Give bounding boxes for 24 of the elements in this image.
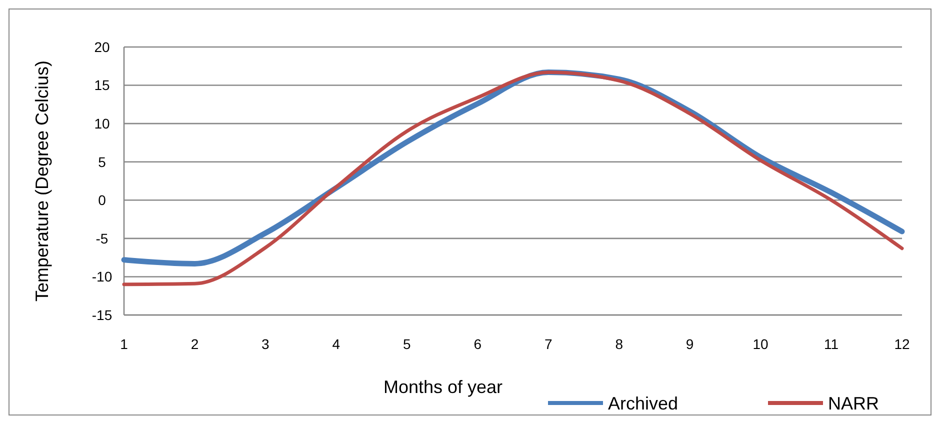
y-tick-label: 5 (98, 154, 106, 170)
y-tick-label: 20 (94, 38, 110, 55)
y-tick-label: -5 (96, 230, 108, 246)
x-tick-label: 1 (120, 336, 128, 352)
x-tick-label: 10 (752, 336, 769, 352)
x-tick-label: 8 (615, 336, 624, 352)
x-axis-title: Months of year (383, 377, 503, 397)
x-tick-label: 4 (332, 336, 340, 352)
y-axis-title: Temperature (Degree Celcius) (32, 60, 52, 302)
y-tick-label: -15 (92, 306, 112, 323)
y-tick-label: 15 (94, 77, 110, 94)
x-tick-label: 3 (262, 336, 270, 352)
x-tick-label: 5 (403, 336, 412, 352)
y-tick-label: 0 (98, 192, 106, 208)
legend-label: NARR (828, 393, 880, 414)
legend-label: Archived (608, 393, 678, 414)
x-tick-label: 6 (474, 336, 482, 352)
x-tick-label: 11 (824, 336, 839, 352)
y-tick-label: 10 (94, 115, 110, 132)
y-tick-label: -10 (92, 268, 112, 285)
x-tick-label: 9 (686, 336, 694, 352)
x-tick-label: 12 (894, 336, 910, 352)
x-tick-label: 7 (544, 336, 552, 352)
x-tick-label: 2 (190, 336, 199, 352)
